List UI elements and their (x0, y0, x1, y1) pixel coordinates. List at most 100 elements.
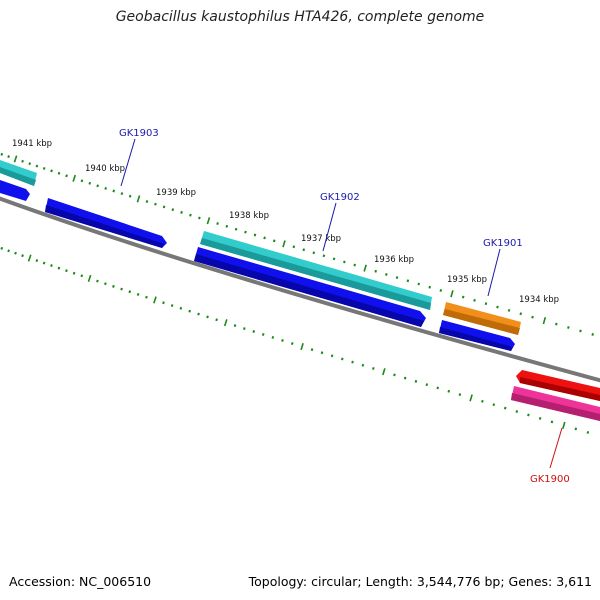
minor-tick (80, 274, 84, 278)
minor-tick (225, 224, 229, 228)
minor-tick (112, 284, 115, 288)
cds-arrow[interactable] (0, 180, 30, 201)
cds-arrow[interactable] (194, 254, 424, 327)
orange-feature[interactable] (443, 309, 520, 335)
inner-tick-ring (0, 246, 590, 434)
minor-tick (14, 251, 17, 255)
minor-tick (244, 230, 247, 234)
minor-tick (574, 427, 578, 431)
gene-label-gk1901[interactable]: GK1901 (483, 238, 523, 249)
minor-tick (88, 181, 92, 185)
minor-tick (272, 239, 276, 243)
minor-tick (263, 236, 266, 240)
minor-tick (473, 298, 476, 302)
gene-label-gk1902[interactable]: GK1902 (320, 192, 360, 203)
minor-tick (550, 420, 554, 424)
minor-tick (96, 184, 99, 188)
minor-tick (145, 200, 149, 203)
minor-tick (72, 271, 76, 275)
minor-tick (253, 233, 257, 237)
rna-feature[interactable] (200, 238, 431, 310)
minor-tick (154, 202, 157, 206)
major-tick (87, 274, 92, 283)
minor-tick (353, 263, 357, 267)
minor-tick (128, 290, 132, 294)
cds-arrow[interactable] (45, 205, 164, 248)
minor-tick (170, 304, 174, 307)
scale-label: 1938 kbp (229, 211, 269, 221)
minor-tick (330, 354, 334, 358)
minor-tick (361, 363, 365, 367)
minor-tick (0, 246, 4, 250)
major-tick (469, 394, 473, 402)
minor-tick (197, 312, 200, 316)
minor-tick (7, 155, 10, 159)
minor-tick (538, 416, 542, 420)
minor-tick (519, 312, 523, 316)
minor-tick (261, 333, 265, 336)
genome-backbone (0, 196, 600, 383)
minor-tick (233, 324, 237, 328)
minor-tick (395, 276, 399, 280)
minor-tick (310, 348, 314, 352)
minor-tick (484, 302, 488, 306)
map-title: Geobacillus kaustophilus HTA426, complet… (115, 9, 485, 25)
minor-tick (128, 194, 132, 198)
minor-tick (461, 295, 465, 299)
pink-feature[interactable] (511, 393, 600, 421)
minor-tick (340, 357, 344, 361)
minor-tick (351, 360, 354, 364)
scale-label: 1940 kbp (85, 164, 125, 174)
minor-tick (50, 264, 53, 268)
minor-tick (188, 309, 191, 313)
minor-tick (50, 169, 53, 173)
scale-label: 1939 kbp (156, 188, 196, 198)
major-tick (13, 155, 18, 163)
major-tick (450, 290, 454, 298)
minor-tick (120, 287, 123, 291)
minor-tick (7, 249, 10, 253)
minor-tick (21, 254, 24, 258)
major-tick (223, 319, 228, 327)
minor-tick (531, 315, 534, 319)
minor-tick (481, 399, 484, 403)
cds-reverse-arrow[interactable] (520, 377, 600, 401)
minor-tick (180, 210, 183, 214)
minor-tick (271, 336, 275, 339)
scale-label: 1935 kbp (447, 275, 487, 285)
minor-tick (215, 318, 218, 322)
minor-tick (436, 386, 440, 390)
minor-tick (80, 179, 84, 183)
cds-arrow[interactable] (439, 327, 513, 351)
minor-tick (406, 279, 410, 283)
minor-tick (65, 269, 68, 273)
major-tick (282, 240, 286, 248)
minor-tick (290, 342, 294, 345)
minor-tick (145, 295, 148, 299)
minor-tick (447, 389, 451, 393)
minor-tick (35, 259, 39, 263)
minor-tick (252, 330, 256, 333)
minor-tick (65, 174, 68, 178)
minor-tick (234, 227, 238, 231)
minor-tick (507, 308, 511, 312)
rna-feature[interactable] (0, 167, 36, 186)
minor-tick (374, 269, 378, 273)
accession-text: Accession: NC_006510 (9, 574, 152, 589)
major-tick (382, 368, 386, 376)
minor-tick (21, 159, 24, 163)
major-tick (206, 217, 211, 225)
minor-tick (312, 251, 316, 255)
gene-label-gk1900[interactable]: GK1900 (530, 474, 570, 485)
minor-tick (322, 254, 326, 258)
forward-cds-track (0, 180, 515, 351)
minor-tick (28, 162, 32, 166)
gene-leader-line (487, 248, 501, 297)
minor-tick (591, 333, 594, 336)
gene-label-gk1903[interactable]: GK1903 (119, 128, 159, 139)
minor-tick (112, 189, 116, 193)
minor-tick (104, 282, 107, 286)
minor-tick (57, 171, 61, 175)
minor-tick (527, 413, 530, 417)
